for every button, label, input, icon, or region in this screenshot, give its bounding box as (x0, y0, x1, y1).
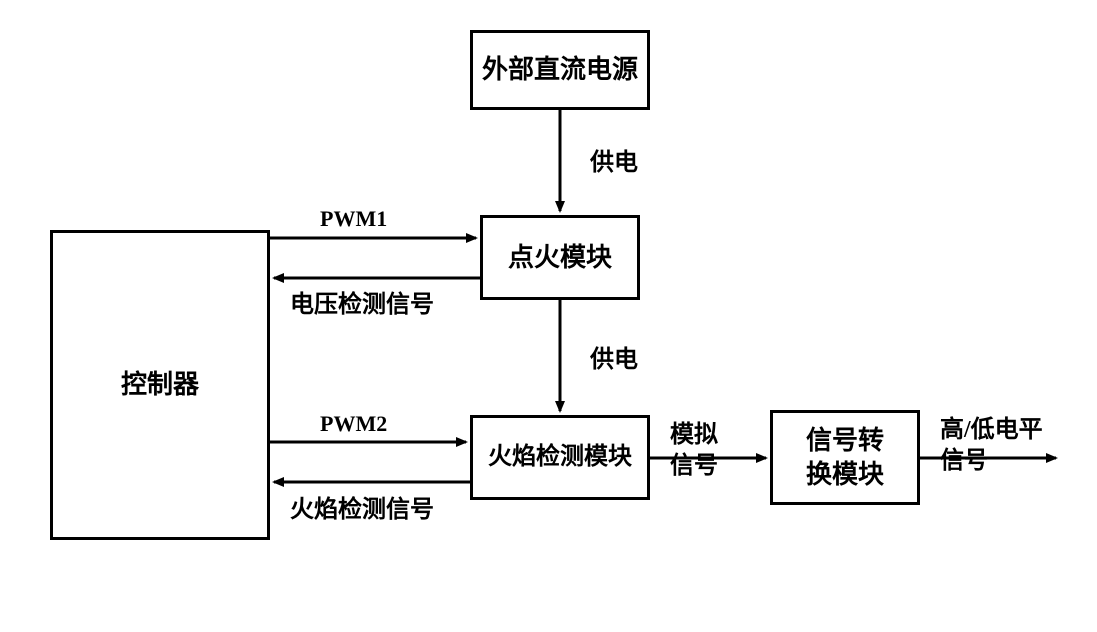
label-power-2: 供电 (590, 345, 638, 376)
node-ignition-label: 点火模块 (508, 241, 612, 275)
label-analog: 模拟 信号 (670, 420, 718, 482)
node-signal-conversion: 信号转 换模块 (770, 410, 920, 505)
label-power-1: 供电 (590, 148, 638, 179)
node-flame-detection-label: 火焰检测模块 (488, 442, 632, 473)
node-signal-conversion-label: 信号转 换模块 (806, 424, 884, 492)
node-flame-detection: 火焰检测模块 (470, 415, 650, 500)
label-voltage-detect: 电压检测信号 (290, 290, 434, 321)
label-pwm1: PWM1 (320, 205, 387, 234)
diagram-canvas: 控制器 外部直流电源 点火模块 火焰检测模块 信号转 换模块 供电 供电 PWM… (0, 0, 1097, 632)
label-pwm2: PWM2 (320, 410, 387, 439)
node-controller-label: 控制器 (121, 368, 199, 402)
label-hilow: 高/低电平 信号 (940, 415, 1043, 477)
node-dc-power: 外部直流电源 (470, 30, 650, 110)
node-controller: 控制器 (50, 230, 270, 540)
node-ignition: 点火模块 (480, 215, 640, 300)
label-flame-detect: 火焰检测信号 (290, 495, 434, 526)
node-dc-power-label: 外部直流电源 (482, 53, 638, 87)
